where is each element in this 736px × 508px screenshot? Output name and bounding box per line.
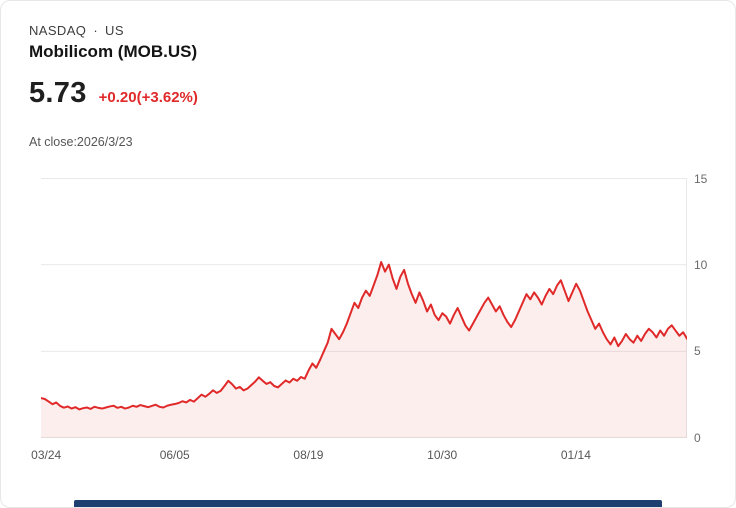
y-axis-label: 10: [694, 257, 708, 272]
price-line: [41, 261, 687, 411]
gridlines: [41, 178, 687, 438]
y-axis-label: 5: [694, 344, 701, 359]
separator-dot: ·: [93, 23, 99, 38]
x-axis-label: 06/05: [159, 448, 190, 462]
price-chart: [41, 178, 687, 439]
bottom-bar: [74, 500, 662, 507]
price-row: 5.73 +0.20(+3.62%): [29, 77, 198, 110]
exchange-label: NASDAQ: [29, 23, 87, 38]
instrument-title: Mobilicom (MOB.US): [29, 42, 198, 61]
x-axis-label: 10/30: [427, 448, 458, 462]
x-axis-label: 08/19: [293, 448, 324, 462]
exchange-row: NASDAQ · US: [29, 23, 124, 38]
region-label: US: [105, 23, 124, 38]
price-chart-svg: [41, 178, 687, 438]
price-area: [41, 262, 687, 438]
last-price: 5.73: [29, 77, 87, 109]
y-axis-label: 15: [694, 171, 708, 186]
x-axis: 03/24 06/05 08/19 10/30 01/14: [31, 448, 687, 464]
x-axis-label: 03/24: [31, 448, 62, 462]
y-axis-label: 0: [694, 430, 701, 445]
x-axis-label: 01/14: [560, 448, 591, 462]
close-note: At close:2026/3/23: [29, 135, 133, 149]
y-axis: 0 5 10 15: [694, 172, 726, 445]
price-change: +0.20(+3.62%): [98, 89, 198, 106]
